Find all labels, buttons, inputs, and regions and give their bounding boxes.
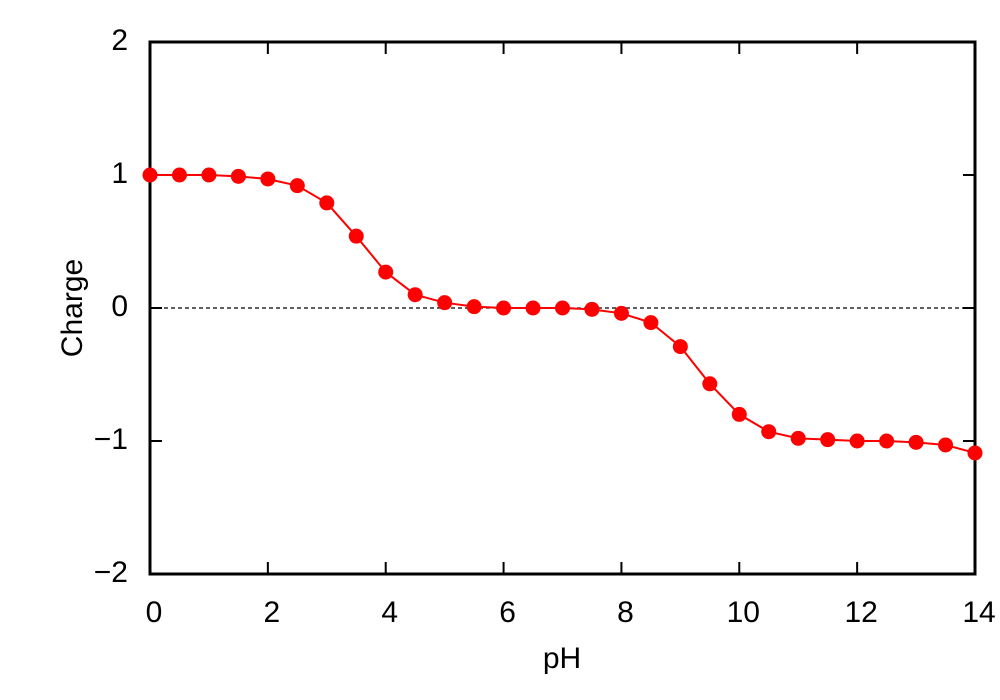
data-point xyxy=(171,167,187,183)
data-point xyxy=(348,228,364,244)
data-point xyxy=(525,300,541,316)
x-tick-label: 0 xyxy=(146,596,163,629)
data-point xyxy=(142,167,158,183)
data-point xyxy=(879,433,895,449)
data-point xyxy=(967,445,983,461)
data-point xyxy=(289,178,305,194)
y-tick-label: 2 xyxy=(111,24,128,57)
x-tick-label: 4 xyxy=(381,596,398,629)
data-point xyxy=(849,433,865,449)
data-point xyxy=(702,376,718,392)
y-tick-label: −2 xyxy=(94,556,128,589)
data-point xyxy=(938,437,954,453)
x-tick-label: 12 xyxy=(844,596,877,629)
data-point xyxy=(496,300,512,316)
data-point xyxy=(407,287,423,303)
x-tick-label: 8 xyxy=(617,596,634,629)
data-point xyxy=(790,430,806,446)
data-point xyxy=(437,295,453,311)
y-axis-title: Charge xyxy=(56,259,89,357)
x-tick-label: 6 xyxy=(499,596,516,629)
data-point xyxy=(613,305,629,321)
data-point xyxy=(319,195,335,211)
data-point xyxy=(761,424,777,440)
y-tick-label: 0 xyxy=(111,290,128,323)
x-tick-label: 14 xyxy=(962,596,995,629)
data-point xyxy=(260,171,276,187)
x-tick-label: 10 xyxy=(727,596,760,629)
x-axis-title: pH xyxy=(543,642,581,675)
data-point xyxy=(643,315,659,331)
x-tick-label: 2 xyxy=(264,596,281,629)
data-point xyxy=(672,339,688,355)
y-tick-label: 1 xyxy=(111,157,128,190)
plot-frame xyxy=(148,40,977,576)
data-point xyxy=(555,300,570,316)
data-point xyxy=(466,299,482,315)
data-point xyxy=(201,167,217,183)
data-point xyxy=(731,406,747,422)
y-tick-label: −1 xyxy=(94,423,128,456)
data-point xyxy=(378,264,394,280)
data-point xyxy=(908,434,924,450)
data-point xyxy=(584,301,600,317)
data-point xyxy=(230,168,246,184)
data-point xyxy=(820,432,836,448)
